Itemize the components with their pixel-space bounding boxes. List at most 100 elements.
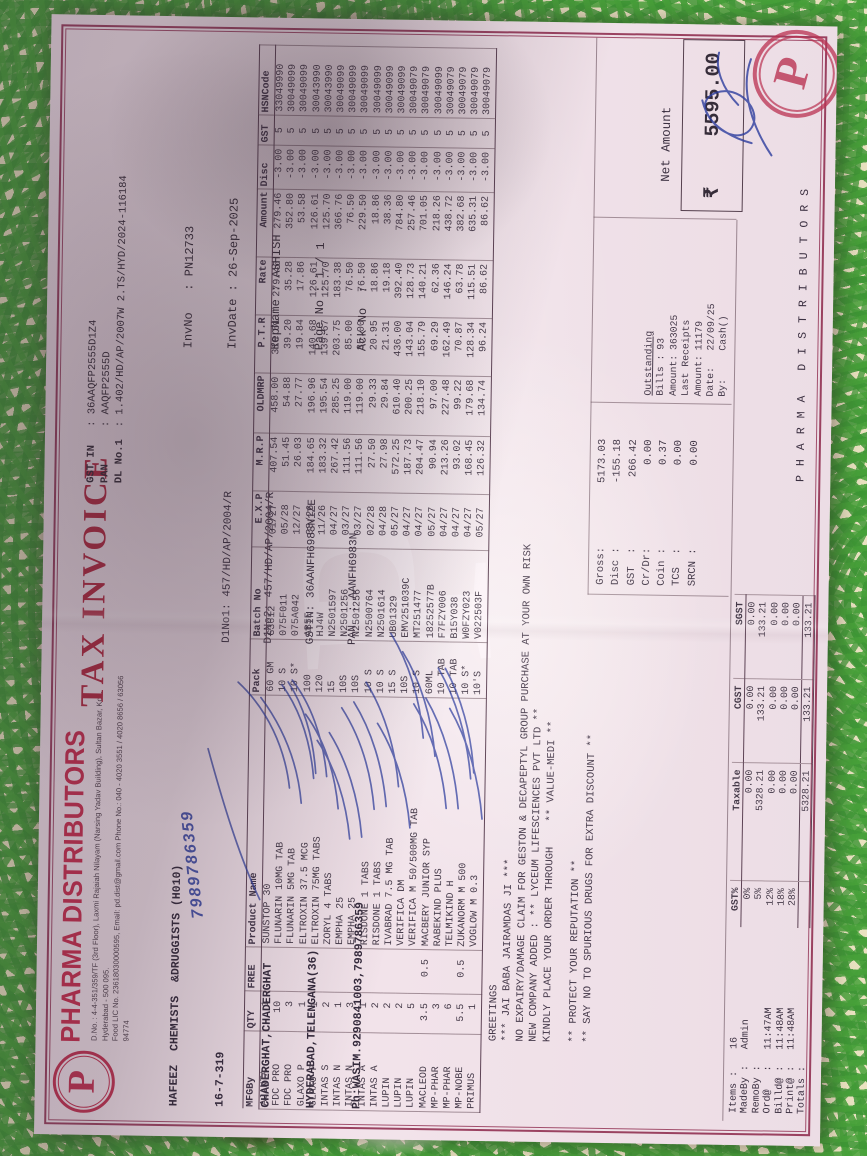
cell-amount: 218.26	[431, 191, 445, 260]
company-address: D.No. : 4-4-351/359/TF (3rd Floor), Laxm…	[89, 661, 137, 1042]
cell-ptr: 140.68	[307, 315, 321, 374]
cell-hsn: 30049099	[360, 46, 374, 117]
cell-disc: -3.00	[408, 147, 421, 192]
cell-mrp: 27.98	[378, 434, 393, 494]
cell-pack: 120	[314, 639, 328, 697]
cell-mrp: 184.65	[305, 433, 319, 492]
cell-mfgby: GLAXO P	[296, 1031, 310, 1110]
table-body: AJANTA 1 SUNSTOP 30 60 GM G3612 01/27 40…	[258, 45, 497, 1113]
cell-mfgby: LUPIN	[405, 1033, 420, 1112]
cell-gst: 5	[286, 115, 300, 146]
cell-exp: 05/27	[426, 493, 440, 550]
cell-mrp: 26.03	[293, 433, 307, 492]
cell-amount: 86.62	[480, 192, 494, 261]
column-header: QTY	[244, 990, 261, 1032]
cell-gst: 5	[384, 116, 398, 148]
cell-hsn: 30049079	[421, 47, 435, 118]
cell-oldmrp: 179.68	[465, 376, 479, 437]
cell-disc: -3.00	[310, 145, 324, 190]
cell-gst: 5	[445, 117, 459, 149]
cell-mrp: 51.45	[281, 433, 295, 492]
cell-mfgby: AJANTA	[258, 1031, 273, 1110]
cell-hsn: 30043990	[311, 45, 325, 116]
total-line: SRCN :0.00	[686, 440, 701, 587]
cell-disc: -3.00	[456, 148, 470, 193]
cell-ptr: 96.24	[478, 318, 493, 377]
column-header: Pack	[249, 638, 267, 696]
cell-oldmrp: 29.84	[379, 374, 393, 436]
cell-ptr: 139.67	[319, 315, 333, 375]
cell-mfgby: INTAS A	[357, 1032, 371, 1111]
cell-disc: -3.00	[383, 146, 397, 192]
cell-qty: 1	[358, 992, 372, 1033]
cell-gst: 5	[359, 116, 373, 147]
cell-disc: -3.00	[481, 148, 495, 193]
outstanding-rows: Bills :93 Amount:363025 Last Receipts Amoun…	[655, 303, 731, 397]
footer-info-block: Items :16 MadeBy :Admin RemoBy : Ord@ :11:4…	[728, 1007, 809, 1114]
cell-free	[346, 948, 360, 993]
invoice-totals-block: Gross:5173.03 Disc :-155.18 GST :266.42 Cr/…	[594, 439, 703, 587]
cell-amount: 366.76	[333, 190, 348, 259]
cell-disc: -3.00	[322, 145, 336, 191]
cell-exp: 04/27	[329, 492, 343, 549]
cell-hsn: 30049079	[409, 47, 423, 118]
cell-qty: 1	[297, 991, 311, 1032]
cell-qty: 1	[260, 991, 274, 1032]
company-name: PHARMA DISTRIBUTORS	[55, 729, 91, 1043]
cell-oldmrp: 458.00	[269, 373, 284, 434]
cell-ptr: 85.00	[344, 316, 358, 375]
net-amount-value: 5595.00	[701, 52, 726, 137]
rupee-icon: ₹	[701, 186, 725, 199]
cell-free	[285, 947, 299, 992]
cell-batch: V022503F	[474, 550, 489, 643]
cell-amount: 438.72	[443, 191, 457, 261]
cell-qty: 1	[468, 994, 482, 1035]
cell-ptr: 155.79	[417, 317, 431, 376]
cell-pack: 60 GM	[265, 639, 280, 696]
cell-batch: 075A042	[291, 547, 305, 640]
cell-pack: 10S	[400, 641, 414, 698]
cell-free	[273, 947, 287, 992]
cell-disc: -3.00	[286, 145, 299, 190]
footer-info-line: Totals :	[796, 1065, 809, 1115]
cell-disc: -3.00	[359, 146, 373, 191]
cell-ptr: 19.84	[295, 315, 309, 374]
cell-pack: 10 S	[412, 641, 426, 698]
cell-disc: -3.00	[298, 145, 312, 190]
gst-column-header: GST%	[729, 880, 742, 928]
cell-rate: 17.86	[296, 257, 310, 316]
cell-qty: 2	[394, 993, 408, 1034]
cell-oldmrp: 54.88	[282, 373, 296, 434]
cell-rate: 140.21	[418, 259, 432, 318]
dl-label: DL No.1	[113, 439, 126, 484]
cell-exp: 05/27	[475, 494, 490, 551]
cell-free: 0.5	[419, 949, 433, 994]
cell-rate: 183.38	[332, 258, 347, 317]
cell-oldmrp: 196.96	[306, 373, 320, 434]
cell-pack: 100	[302, 639, 316, 696]
cell-pack: 15 S	[387, 641, 402, 698]
cell-amount: 126.61	[309, 189, 323, 258]
column-header: P.T.R	[254, 314, 272, 374]
gst-summary-table: GST% Taxable CGST SGST 0% 0.00 0.00 0.00 5% 5328…	[729, 594, 816, 929]
cell-oldmrp: 200.25	[404, 375, 418, 436]
line-items-table: MFGBy QTY FREE Product Name Pack Batch No E.X.…	[242, 44, 497, 1113]
cell-exp: 11/26	[317, 491, 331, 549]
gstin-value: : 36AAQFP2555D1Z4	[86, 319, 100, 427]
cell-mrp: 572.25	[391, 435, 405, 494]
cell-ptr: 70.87	[454, 318, 468, 377]
cell-pack: 10 S*	[461, 642, 475, 699]
cell-oldmrp: 97.00	[428, 375, 442, 436]
cell-free: 0.5	[456, 950, 470, 995]
cell-pack: 10S	[339, 640, 353, 697]
cell-exp: 01/27	[267, 491, 282, 548]
cell-oldmrp: 227.48	[440, 375, 455, 436]
column-header: OLDMRP	[253, 372, 271, 434]
cell-gst: 5	[274, 115, 288, 146]
cell-exp: 05/27	[390, 493, 404, 550]
cell-mrp: 27.50	[366, 434, 380, 493]
cell-amount: 701.05	[419, 191, 433, 260]
cell-hsn: 30049099	[336, 46, 350, 117]
cell-free	[468, 950, 483, 995]
cell-oldmrp: 195.54	[318, 373, 332, 435]
